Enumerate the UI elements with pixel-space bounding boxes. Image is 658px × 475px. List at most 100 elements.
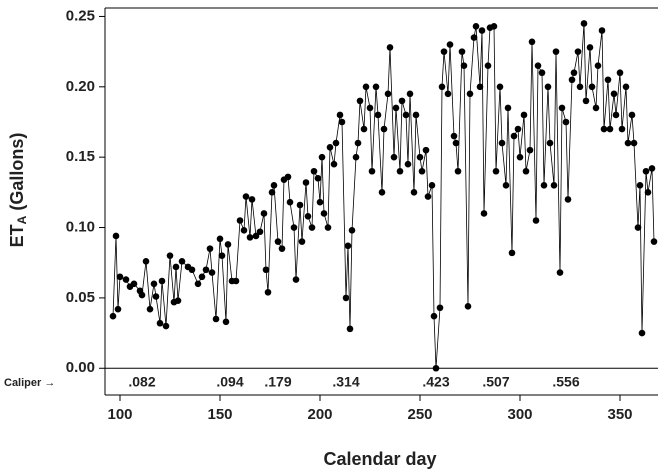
- data-point: [406, 90, 414, 98]
- data-point: [598, 27, 606, 34]
- data-point: [522, 167, 530, 175]
- data-point: [262, 266, 270, 274]
- data-point: [360, 125, 368, 133]
- y-tick-label: 0.10: [66, 219, 95, 236]
- data-point: [316, 198, 324, 206]
- data-point: [496, 83, 504, 91]
- data-point: [260, 210, 268, 217]
- data-point: [332, 139, 340, 147]
- data-point: [430, 312, 438, 320]
- data-point: [386, 44, 394, 51]
- x-tick-label: 300: [507, 406, 532, 423]
- data-point: [444, 90, 452, 98]
- data-point: [586, 44, 594, 51]
- data-point: [346, 325, 354, 333]
- data-point: [109, 312, 117, 320]
- data-point: [362, 83, 370, 91]
- data-point: [416, 153, 424, 161]
- data-point: [268, 189, 276, 196]
- data-point: [492, 167, 500, 175]
- data-point: [374, 111, 382, 119]
- data-point: [368, 167, 376, 175]
- data-point: [642, 167, 650, 175]
- data-point: [150, 280, 158, 288]
- x-tick-label: 350: [607, 406, 632, 423]
- data-point: [286, 198, 294, 206]
- data-point: [342, 294, 350, 302]
- data-point: [302, 179, 310, 186]
- data-point: [648, 165, 656, 172]
- data-point: [242, 193, 250, 200]
- data-point: [508, 249, 516, 257]
- data-point: [514, 125, 522, 133]
- data-point: [552, 48, 560, 55]
- data-point: [384, 90, 392, 98]
- data-point: [246, 234, 254, 241]
- data-point: [612, 111, 620, 119]
- data-point: [618, 125, 626, 133]
- data-point: [320, 210, 328, 217]
- y-label-rest: (Gallons): [7, 133, 27, 216]
- data-point: [472, 22, 480, 30]
- data-point: [222, 318, 230, 326]
- data-point: [326, 144, 334, 151]
- y-label-main: ET: [7, 224, 27, 247]
- data-point: [402, 111, 410, 119]
- y-tick-label: 0.15: [66, 148, 95, 165]
- data-point: [212, 315, 220, 323]
- data-point: [574, 48, 582, 55]
- data-point: [324, 224, 332, 231]
- data-point: [600, 125, 608, 133]
- caliper-value: .556: [552, 374, 579, 390]
- data-point: [172, 263, 180, 271]
- data-point: [330, 160, 338, 168]
- data-point: [208, 269, 216, 276]
- data-point: [438, 83, 446, 91]
- data-point: [338, 118, 346, 126]
- data-point: [270, 182, 278, 189]
- data-point: [380, 125, 388, 133]
- data-point: [460, 62, 468, 69]
- data-point: [218, 252, 226, 259]
- y-axis-label: ETA (Gallons): [7, 133, 29, 248]
- data-point: [484, 62, 492, 69]
- data-point: [450, 132, 458, 140]
- data-point: [424, 193, 432, 200]
- data-point: [520, 111, 528, 119]
- data-point: [354, 139, 362, 147]
- data-point: [638, 329, 646, 337]
- data-point: [480, 210, 488, 217]
- data-point: [464, 303, 472, 310]
- data-point: [122, 276, 130, 283]
- data-point: [516, 153, 524, 161]
- data-point: [604, 76, 612, 84]
- data-point: [436, 304, 444, 312]
- x-tick-label: 200: [307, 406, 332, 423]
- data-point: [432, 364, 440, 372]
- data-point: [290, 224, 298, 231]
- y-label-sub: A: [15, 215, 29, 224]
- data-point: [114, 305, 122, 313]
- x-tick-label: 150: [207, 406, 232, 423]
- data-point: [252, 232, 260, 240]
- data-point: [532, 217, 540, 224]
- data-point: [336, 111, 344, 119]
- data-point: [356, 97, 364, 105]
- data-point: [526, 146, 534, 154]
- data-point: [308, 224, 316, 231]
- data-point: [378, 189, 386, 196]
- data-point: [592, 104, 600, 112]
- y-tick-label: 0.00: [66, 359, 95, 376]
- data-point: [130, 280, 138, 288]
- data-point: [398, 97, 406, 105]
- data-point: [142, 258, 150, 265]
- data-point: [348, 227, 356, 234]
- data-point: [404, 160, 412, 168]
- data-point: [454, 167, 462, 175]
- data-point: [264, 288, 272, 296]
- data-point: [550, 182, 558, 189]
- caliper-value: .314: [332, 374, 359, 390]
- data-point: [540, 182, 548, 189]
- data-point: [440, 48, 448, 55]
